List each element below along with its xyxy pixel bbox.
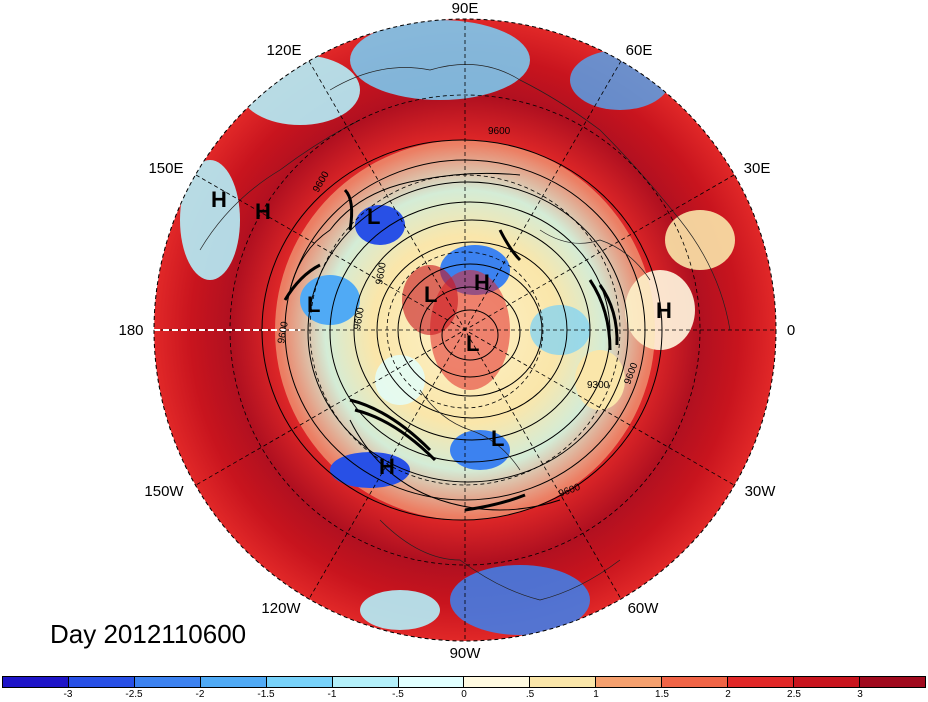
contour-label: 9600 [488, 126, 511, 137]
high-pressure-label: H [255, 199, 271, 224]
lon-label-150w: 150W [144, 483, 184, 500]
colorbar-tick-label: 0 [461, 689, 467, 700]
contour-label: 9600 [352, 306, 367, 330]
colorbar-swatch [794, 677, 860, 687]
lon-label-60e: 60E [626, 42, 653, 59]
colorbar-swatch [728, 677, 795, 687]
colorbar-swatch [596, 677, 663, 687]
colorbar-swatch [332, 677, 399, 687]
map-title: Day 2012110600 [50, 619, 247, 649]
map-border [153, 18, 777, 642]
colorbar-tick-label: 2.5 [787, 689, 801, 700]
lon-label-60w: 60W [628, 600, 660, 617]
lon-label-120w: 120W [261, 600, 301, 617]
colorbar-tick-label: 1.5 [655, 689, 669, 700]
colorbar-tick-label: -2 [195, 689, 205, 700]
colorbar-tick-label: -2.5 [125, 689, 143, 700]
colorbar-swatch [200, 677, 267, 687]
lon-label-150e: 150E [148, 160, 183, 177]
jet-segments [283, 188, 619, 512]
colorbar-swatch [134, 677, 201, 687]
lon-label-90w: 90W [450, 645, 482, 662]
colorbar-swatch [68, 677, 135, 687]
low-pressure-label: L [367, 204, 380, 229]
contour-label: 9300 [587, 380, 610, 391]
lon-label-120e: 120E [266, 42, 301, 59]
lon-label-30w: 30W [745, 483, 777, 500]
colorbar-swatch [266, 677, 333, 687]
colorbar-tick-label: -3 [63, 689, 73, 700]
contour-label: 9600 [276, 320, 291, 344]
low-pressure-label: L [491, 426, 504, 451]
colorbar-tick-label: 3 [857, 689, 863, 700]
colorbar-swatch [3, 677, 69, 687]
colorbar-tick-label: -.5 [392, 689, 404, 700]
low-pressure-label: L [466, 331, 479, 356]
colorbar-tick-label: 1 [593, 689, 599, 700]
colorbar-tick-label: .5 [525, 689, 535, 700]
colorbar-swatch [662, 677, 729, 687]
coastlines [199, 64, 731, 601]
colorbar-labels: -3 -2.5 -2 -1.5 -1 -.5 0 .5 1 1.5 2 2.5 3 [2, 689, 926, 701]
low-pressure-label: L [424, 282, 437, 307]
high-pressure-label: H [211, 187, 227, 212]
lon-label-0: 0 [787, 322, 795, 339]
colorbar-tick-label: -1.5 [257, 689, 275, 700]
colorbar-swatch [398, 677, 465, 687]
colorbar-tick-label: -1 [327, 689, 337, 700]
colorbar-tick-label: 2 [725, 689, 731, 700]
colorbar-swatch [530, 677, 597, 687]
anomaly-field [154, 19, 776, 641]
colorbar-swatch [464, 677, 531, 687]
colorbar-swatch [859, 677, 925, 687]
low-pressure-label: L [307, 292, 320, 317]
lon-label-90e: 90E [452, 0, 479, 17]
contour-label: 9600 [374, 261, 389, 285]
colorbar [2, 676, 926, 688]
high-pressure-label: H [656, 298, 672, 323]
lon-label-30e: 30E [744, 160, 771, 177]
high-pressure-label: H [474, 270, 490, 295]
lon-label-180: 180 [118, 322, 143, 339]
high-pressure-label: H [379, 454, 395, 479]
